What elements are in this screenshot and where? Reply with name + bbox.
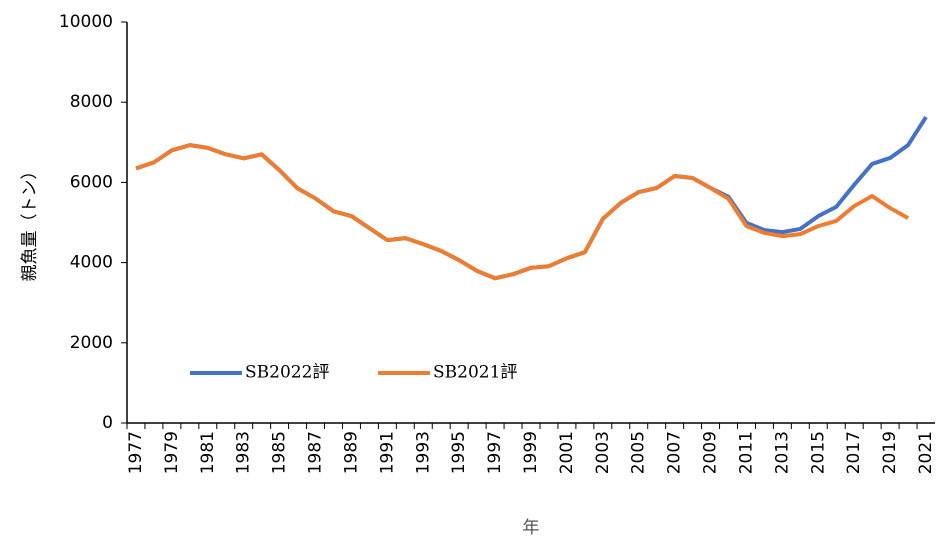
x-tick-label: 1989 xyxy=(341,431,361,474)
legend-label: SB2021評 xyxy=(433,363,517,383)
x-tick-label: 2017 xyxy=(844,431,864,474)
y-tick-label: 4000 xyxy=(70,253,113,273)
x-tick-label: 1987 xyxy=(306,431,326,474)
x-tick-label: 2013 xyxy=(772,431,792,474)
y-tick-label: 0 xyxy=(102,413,113,433)
x-tick-label: 2007 xyxy=(665,431,685,474)
y-axis-label: 親魚量（トン） xyxy=(20,163,40,282)
x-tick-label: 2011 xyxy=(736,431,756,474)
x-tick-label: 2015 xyxy=(808,431,828,474)
x-tick-label: 1981 xyxy=(198,431,218,474)
x-tick-label: 1991 xyxy=(377,431,397,474)
x-tick-label: 2019 xyxy=(880,431,900,474)
x-tick-label: 1985 xyxy=(270,431,290,474)
x-tick-label: 2009 xyxy=(701,431,721,474)
x-tick-label: 1997 xyxy=(485,431,505,474)
legend-label: SB2022評 xyxy=(245,363,329,383)
x-tick-label: 1979 xyxy=(162,431,182,474)
x-tick-label: 2005 xyxy=(629,431,649,474)
x-tick-label: 1983 xyxy=(234,431,254,474)
x-tick-label: 1995 xyxy=(449,431,469,474)
y-tick-label: 10000 xyxy=(59,12,113,32)
series-line xyxy=(135,115,928,281)
y-tick-label: 8000 xyxy=(70,92,113,112)
x-tick-label: 1999 xyxy=(521,431,541,474)
x-tick-label: 2001 xyxy=(557,431,577,474)
series-line xyxy=(135,143,910,281)
x-tick-label: 1993 xyxy=(413,431,433,474)
x-tick-label: 2003 xyxy=(593,431,613,474)
y-tick-label: 6000 xyxy=(70,172,113,192)
x-tick-label: 2021 xyxy=(916,431,936,474)
x-axis-label: 年 xyxy=(523,518,540,538)
y-tick-label: 2000 xyxy=(70,333,113,353)
x-tick-label: 1977 xyxy=(126,431,146,474)
